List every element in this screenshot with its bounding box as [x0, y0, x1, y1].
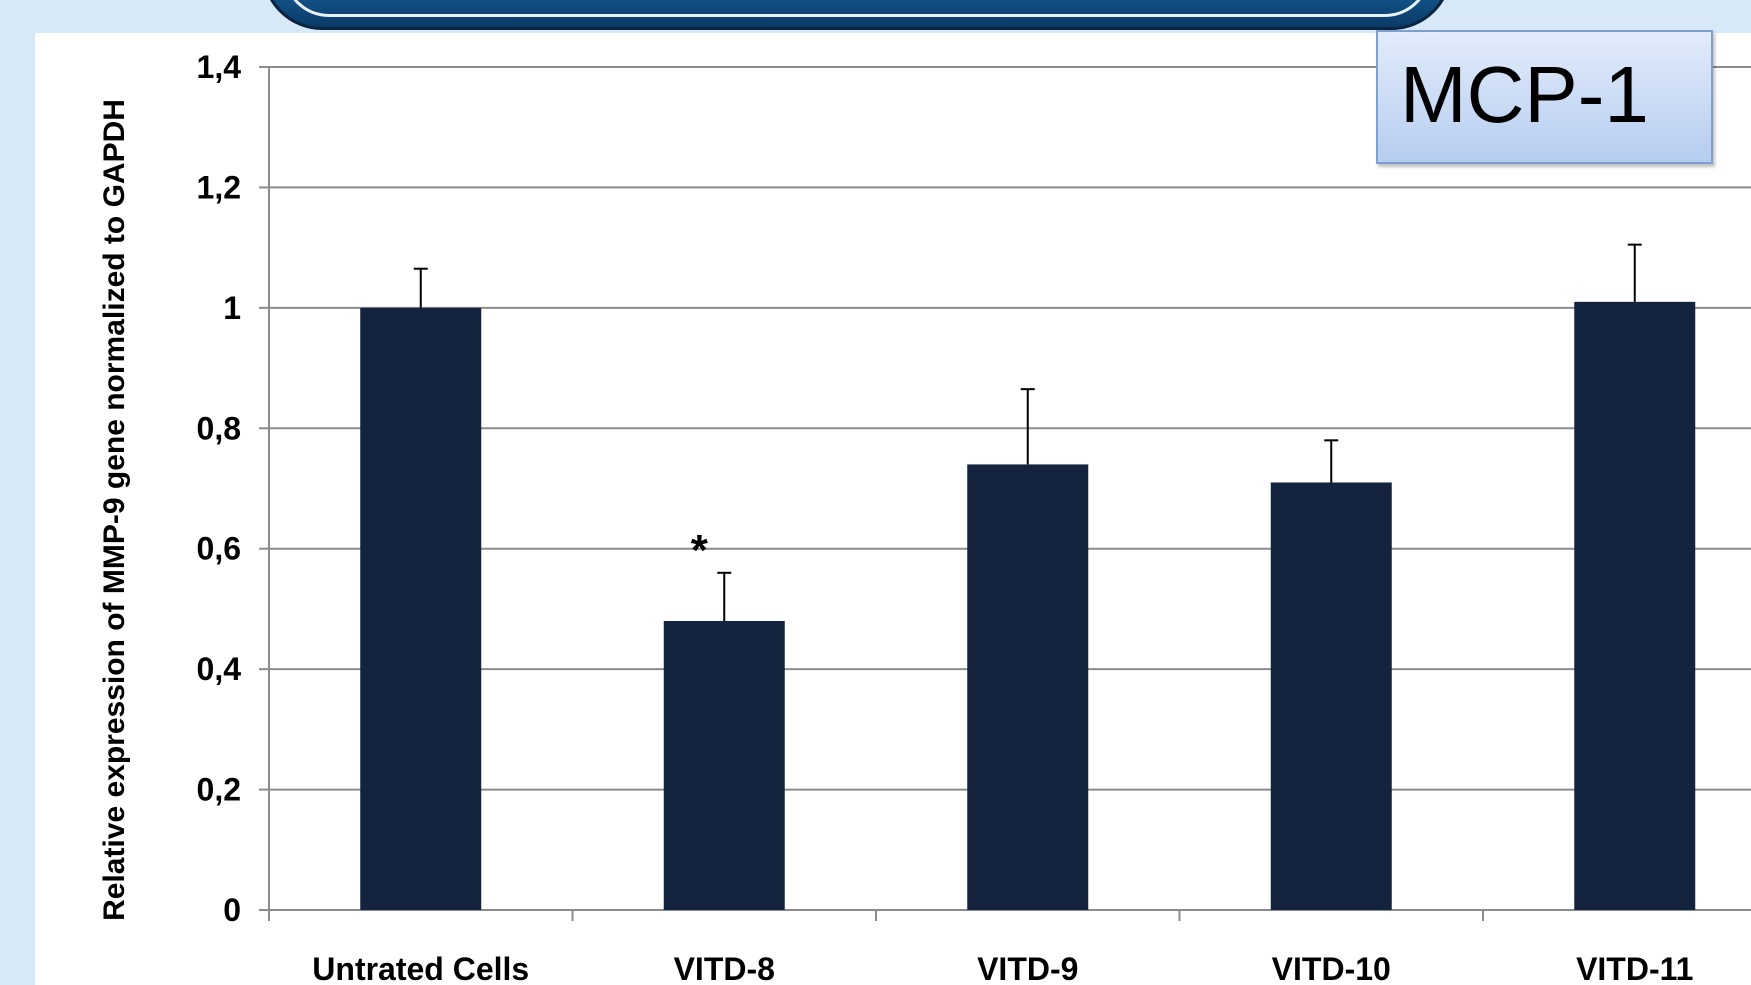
x-tick-label: VITD-10: [1272, 951, 1391, 985]
chart-title-box: MCP-1: [1376, 30, 1713, 164]
y-tick-label: 1: [223, 290, 241, 326]
bar: [360, 307, 482, 910]
bar: [967, 464, 1089, 910]
bar: [1270, 482, 1392, 910]
x-tick-label: VITD-9: [977, 951, 1078, 985]
y-axis-label-container: Relative expression of MMP-9 gene normal…: [60, 70, 170, 950]
y-tick-label: 0,4: [197, 651, 242, 687]
x-tick-label: VITD-8: [674, 951, 775, 985]
bar: [1574, 301, 1696, 911]
y-tick-label: 1,2: [197, 169, 241, 205]
significance-marker: *: [691, 526, 709, 575]
chart-panel: [35, 33, 1751, 985]
x-tick-label: Untrated Cells: [312, 951, 529, 985]
x-tick-label: VITD-11: [1576, 951, 1693, 985]
y-tick-label: 1,4: [197, 49, 242, 85]
chart-title: MCP-1: [1400, 50, 1649, 139]
header-banner: [262, 0, 1452, 30]
y-tick-label: 0,8: [197, 410, 241, 446]
y-tick-label: 0,2: [197, 772, 241, 808]
y-tick-label: 0,6: [197, 531, 241, 567]
y-axis-label: Relative expression of MMP-9 gene normal…: [98, 99, 131, 921]
bar: [663, 620, 785, 910]
y-tick-label: 0: [223, 892, 241, 928]
